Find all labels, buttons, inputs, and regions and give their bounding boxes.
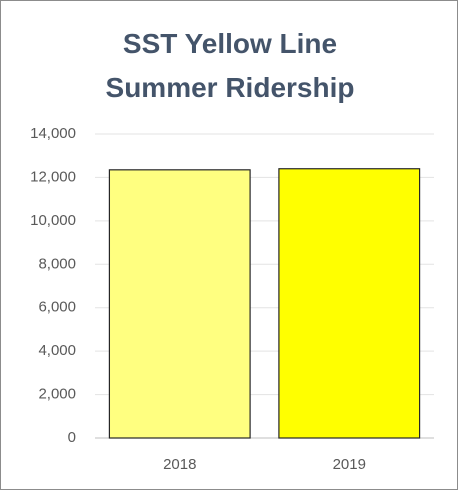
y-tick-label: 2,000 (38, 386, 76, 403)
y-tick-label: 6,000 (38, 299, 76, 316)
bar (108, 169, 251, 439)
chart-title: SST Yellow Line Summer Ridership (105, 28, 355, 103)
y-tick-label: 8,000 (38, 255, 76, 272)
x-tick-label: 2019 (333, 456, 366, 473)
y-tick-label: 12,000 (30, 168, 76, 185)
x-tick-label: 2018 (163, 456, 196, 473)
y-tick-label: 14,000 (30, 125, 76, 142)
y-tick-label: 0 (68, 429, 76, 446)
bar (278, 168, 421, 439)
y-tick-label: 4,000 (38, 342, 76, 359)
y-tick-label: 10,000 (30, 212, 76, 229)
